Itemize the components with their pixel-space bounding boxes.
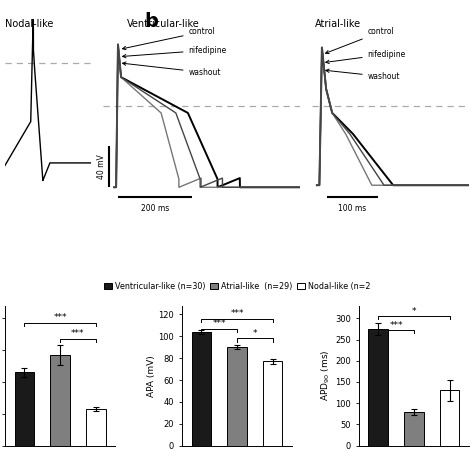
Text: Atrial-like: Atrial-like — [315, 19, 361, 29]
Text: Nodal-like: Nodal-like — [5, 19, 53, 29]
Bar — [86, 409, 106, 446]
Text: ***: *** — [53, 313, 67, 322]
Bar — [404, 411, 424, 446]
Bar — [191, 332, 211, 446]
Y-axis label: APD$_{90}$ (ms): APD$_{90}$ (ms) — [320, 350, 332, 401]
Text: 40 mV: 40 mV — [97, 155, 106, 179]
Text: *: * — [253, 329, 257, 338]
Text: ***: *** — [71, 329, 85, 338]
Text: washout: washout — [123, 62, 221, 77]
Text: Ventricular-like: Ventricular-like — [127, 19, 200, 29]
Text: ***: *** — [389, 320, 403, 329]
Legend: Ventricular-like (n=30), Atrial-like  (n=29), Nodal-like (n=2: Ventricular-like (n=30), Atrial-like (n=… — [104, 282, 370, 291]
Bar — [440, 391, 459, 446]
Text: control: control — [122, 27, 215, 50]
Text: nifedipine: nifedipine — [326, 50, 406, 64]
Text: b: b — [145, 12, 158, 31]
Text: *: * — [412, 307, 416, 316]
Bar — [263, 362, 283, 446]
Text: control: control — [326, 27, 394, 54]
Bar — [227, 347, 247, 446]
Y-axis label: APA (mV): APA (mV) — [146, 355, 155, 397]
Text: washout: washout — [326, 69, 400, 81]
Bar — [50, 355, 70, 446]
Text: 200 ms: 200 ms — [141, 204, 169, 213]
Text: 100 ms: 100 ms — [338, 204, 366, 213]
Text: ***: *** — [212, 319, 226, 328]
Text: nifedipine: nifedipine — [123, 46, 227, 58]
Text: ***: *** — [230, 309, 244, 318]
Bar — [368, 329, 388, 446]
Bar — [15, 373, 34, 446]
